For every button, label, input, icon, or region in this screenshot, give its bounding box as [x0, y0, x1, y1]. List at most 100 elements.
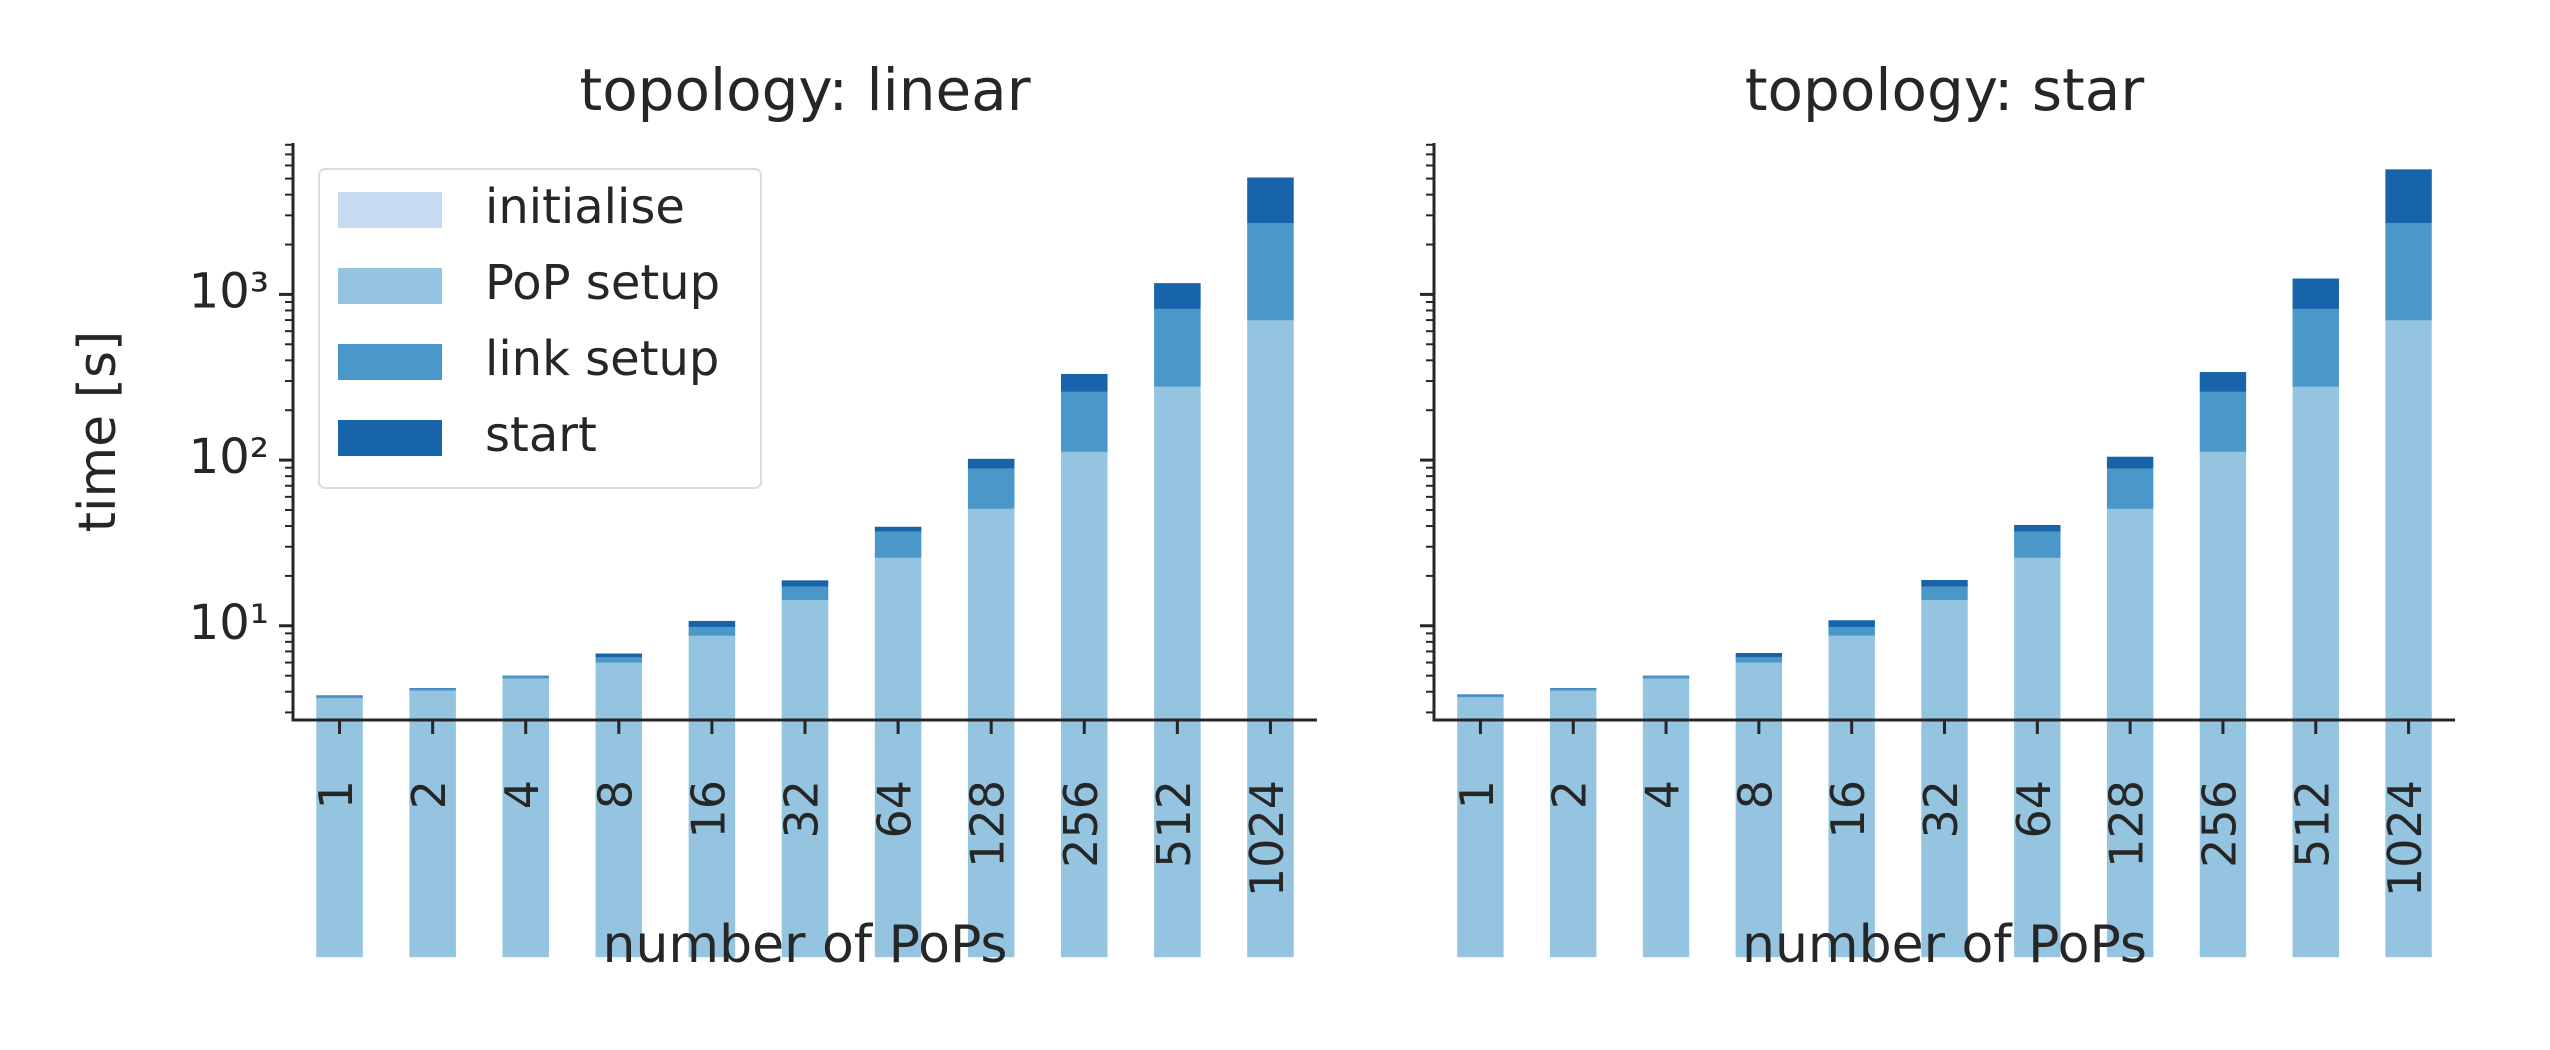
x-tick-label: 128 — [961, 780, 1015, 868]
bar-segment — [967, 468, 1015, 509]
x-tick-label: 8 — [1728, 780, 1782, 809]
x-tick-label: 16 — [1821, 780, 1875, 839]
x-tick-label: 512 — [2285, 780, 2339, 868]
bar-segment — [1828, 620, 1875, 628]
bar-segment — [409, 690, 456, 958]
x-tick-label: 1024 — [1240, 780, 1294, 897]
x-tick-label: 32 — [1914, 780, 1968, 839]
x-tick-label: 64 — [868, 780, 922, 839]
x-tick-label: 2 — [1543, 780, 1597, 809]
legend-swatch — [338, 344, 442, 380]
x-tick-label: 256 — [1054, 780, 1108, 868]
bar-segment — [1457, 695, 1504, 698]
bar-segment — [1247, 320, 1294, 958]
bar-segment — [1247, 177, 1294, 224]
legend-swatch — [338, 192, 442, 228]
legend-label: start — [485, 407, 597, 463]
x-tick-label: 1 — [309, 780, 363, 809]
bar-segment — [595, 662, 643, 958]
chart-title: topology: linear — [579, 56, 1030, 124]
bar-segment — [2385, 169, 2432, 224]
chart-title: topology: star — [1745, 56, 2145, 124]
bar-segment — [316, 698, 363, 958]
bar-segment — [409, 688, 456, 690]
legend-swatch — [338, 268, 442, 304]
legend-box — [318, 168, 762, 489]
bar-segment — [1550, 688, 1597, 690]
bar-segment — [967, 458, 1015, 469]
bar-segment — [2385, 223, 2432, 321]
y-tick-label: 10¹ — [189, 595, 269, 651]
bar-segment — [409, 689, 456, 691]
x-tick-label: 128 — [2100, 780, 2154, 868]
bar-segment — [1247, 223, 1294, 321]
bar-segment — [1921, 579, 1968, 587]
x-tick-label: 4 — [1636, 780, 1690, 809]
bar-segment — [781, 600, 829, 958]
bar-segment — [1154, 283, 1201, 309]
bar-segment — [502, 676, 549, 679]
x-tick-label: 256 — [2192, 780, 2246, 868]
y-tick-label: 10² — [189, 429, 269, 485]
bar-segment — [2106, 456, 2154, 469]
bar-segment — [2292, 386, 2339, 958]
bar-segment — [2014, 524, 2061, 532]
bar-segment — [1061, 451, 1108, 958]
bar-segment — [688, 627, 736, 636]
x-tick-label: 64 — [2007, 780, 2061, 839]
bar-segment — [1642, 675, 1690, 677]
bar-segment — [688, 635, 736, 958]
x-tick-label: 1 — [1450, 780, 1504, 809]
bar-segment — [874, 531, 922, 558]
bar-segment — [1457, 697, 1504, 958]
legend-label: PoP setup — [485, 255, 720, 311]
bar-segment — [2199, 372, 2247, 392]
bar-segment — [2199, 391, 2247, 452]
x-tick-label: 2 — [402, 780, 456, 809]
legend-label: initialise — [485, 179, 685, 235]
bar-segment — [2106, 468, 2154, 509]
bar-segment — [688, 620, 736, 628]
bar-segment — [874, 526, 922, 532]
bar-segment — [316, 696, 363, 699]
bar-segment — [2292, 308, 2339, 387]
bar-segment — [1154, 308, 1201, 387]
bar-segment — [2014, 557, 2061, 958]
legend-label: link setup — [485, 331, 719, 387]
bar-segment — [595, 657, 643, 663]
x-tick-label: 4 — [495, 780, 549, 809]
x-tick-label: 8 — [588, 780, 642, 809]
bar-segment — [1550, 689, 1597, 691]
bar-segment — [1921, 586, 1968, 601]
y-tick-label: 10³ — [189, 263, 269, 319]
bar-segment — [1828, 635, 1875, 958]
bar-segment — [1828, 627, 1875, 636]
bar-segment — [781, 586, 829, 601]
bar-segment — [1642, 676, 1690, 679]
bar-segment — [1735, 657, 1783, 663]
bar-segment — [316, 695, 363, 697]
bar-segment — [874, 557, 922, 958]
x-tick-label: 32 — [775, 780, 829, 839]
bar-segment — [2385, 320, 2432, 958]
bar-segment — [2014, 531, 2061, 558]
x-axis-label: number of PoPs — [1742, 915, 2147, 975]
bar-segment — [1921, 600, 1968, 958]
bar-segment — [1457, 694, 1504, 696]
bar-segment — [781, 580, 829, 587]
bar-segment — [1735, 662, 1783, 958]
bar-segment — [502, 675, 549, 677]
x-axis-label: number of PoPs — [603, 915, 1008, 975]
bar-segment — [2292, 278, 2339, 309]
bar-segment — [595, 653, 643, 658]
bar-segment — [1061, 373, 1108, 392]
x-tick-label: 1024 — [2378, 780, 2432, 897]
bar-segment — [1154, 386, 1201, 958]
x-tick-label: 16 — [681, 780, 735, 839]
bar-segment — [1061, 391, 1108, 452]
x-tick-label: 512 — [1147, 780, 1201, 868]
bar-segment — [1550, 690, 1597, 958]
y-axis-label: time [s] — [68, 331, 128, 533]
legend: initialise PoP setup link setup start — [318, 168, 762, 489]
legend-swatch — [338, 420, 442, 456]
